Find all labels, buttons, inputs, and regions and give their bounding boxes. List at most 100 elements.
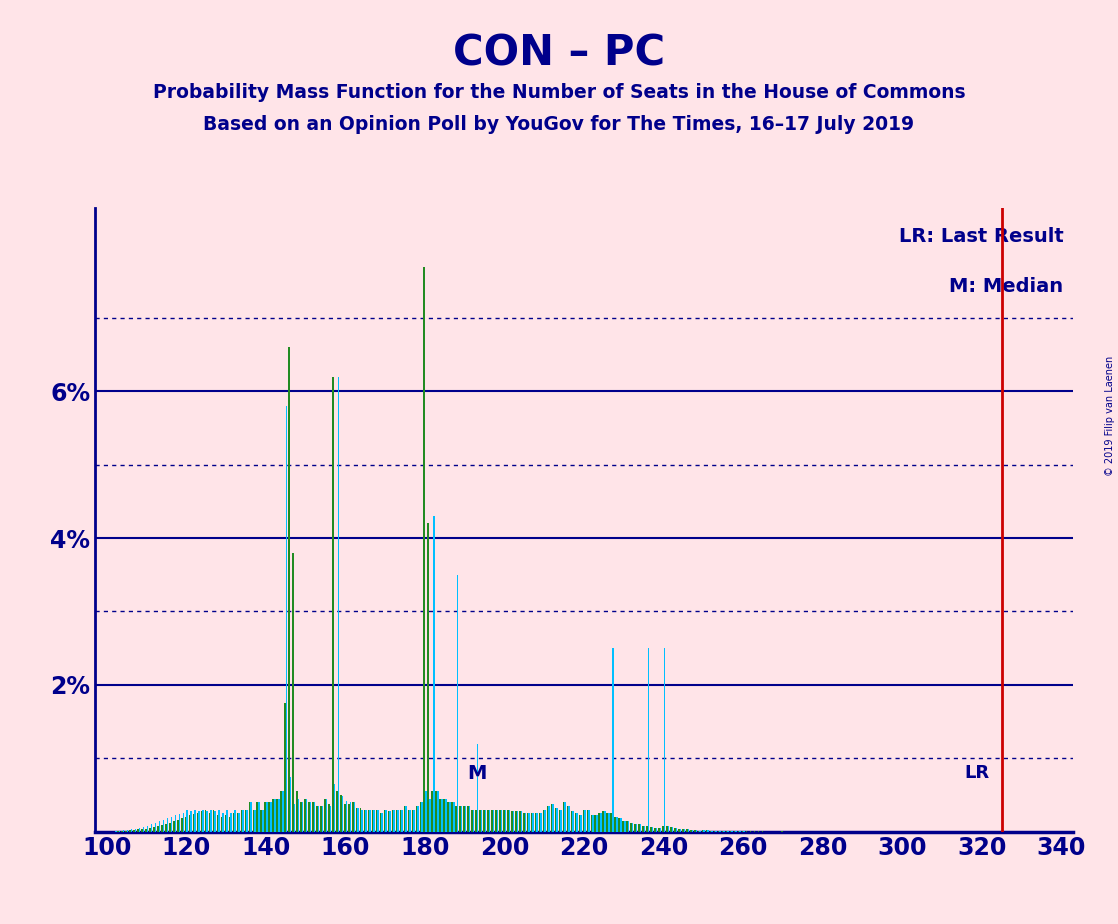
Bar: [534, 813, 537, 832]
Bar: [639, 824, 642, 832]
Bar: [189, 816, 190, 832]
Bar: [447, 802, 449, 832]
Bar: [628, 821, 629, 832]
Bar: [690, 830, 692, 832]
Bar: [141, 830, 143, 832]
Bar: [680, 829, 681, 832]
Bar: [467, 806, 468, 832]
Bar: [674, 828, 675, 832]
Bar: [292, 553, 294, 832]
Bar: [210, 809, 212, 832]
Bar: [439, 798, 440, 832]
Bar: [495, 809, 496, 832]
Bar: [391, 809, 394, 832]
Bar: [416, 806, 417, 832]
Bar: [615, 817, 616, 832]
Bar: [603, 811, 604, 832]
Text: LR: Last Result: LR: Last Result: [899, 226, 1063, 246]
Bar: [405, 806, 407, 832]
Bar: [672, 827, 673, 832]
Bar: [399, 809, 401, 832]
Bar: [240, 809, 243, 832]
Bar: [338, 377, 339, 832]
Bar: [212, 809, 215, 832]
Bar: [250, 802, 252, 832]
Bar: [555, 808, 557, 832]
Bar: [678, 829, 680, 832]
Bar: [181, 819, 182, 832]
Bar: [572, 811, 574, 832]
Bar: [352, 802, 353, 832]
Bar: [320, 806, 322, 832]
Bar: [452, 802, 453, 832]
Bar: [506, 809, 509, 832]
Bar: [623, 821, 624, 832]
Bar: [197, 812, 198, 832]
Bar: [432, 791, 433, 832]
Bar: [580, 816, 581, 832]
Bar: [600, 813, 601, 832]
Bar: [353, 802, 356, 832]
Bar: [503, 809, 504, 832]
Bar: [165, 824, 167, 832]
Bar: [695, 830, 698, 832]
Bar: [476, 744, 479, 832]
Bar: [529, 813, 530, 832]
Bar: [394, 809, 395, 832]
Bar: [324, 798, 325, 832]
Bar: [145, 829, 146, 832]
Bar: [266, 802, 267, 832]
Bar: [284, 703, 286, 832]
Bar: [154, 822, 157, 832]
Bar: [519, 811, 521, 832]
Bar: [201, 811, 202, 832]
Bar: [688, 830, 689, 832]
Bar: [169, 822, 171, 832]
Bar: [294, 804, 295, 832]
Bar: [421, 802, 423, 832]
Bar: [548, 806, 550, 832]
Bar: [159, 821, 160, 832]
Bar: [309, 802, 310, 832]
Bar: [659, 828, 660, 832]
Bar: [333, 784, 335, 832]
Bar: [598, 813, 600, 832]
Bar: [356, 808, 358, 832]
Bar: [703, 830, 705, 832]
Bar: [218, 809, 220, 832]
Bar: [610, 813, 612, 832]
Bar: [480, 809, 481, 832]
Bar: [209, 813, 210, 832]
Bar: [396, 809, 397, 832]
Bar: [230, 813, 231, 832]
Bar: [708, 830, 709, 832]
Bar: [667, 826, 670, 832]
Bar: [281, 791, 282, 832]
Bar: [146, 826, 149, 832]
Bar: [511, 811, 512, 832]
Bar: [386, 809, 387, 832]
Bar: [207, 811, 208, 832]
Bar: [360, 808, 361, 832]
Bar: [130, 830, 131, 832]
Bar: [636, 824, 637, 832]
Bar: [644, 826, 645, 832]
Bar: [427, 523, 429, 832]
Bar: [123, 830, 124, 832]
Bar: [383, 809, 386, 832]
Bar: [314, 802, 315, 832]
Bar: [226, 809, 228, 832]
Bar: [248, 802, 250, 832]
Bar: [593, 816, 594, 832]
Bar: [587, 809, 588, 832]
Bar: [582, 809, 585, 832]
Bar: [662, 826, 664, 832]
Bar: [417, 806, 419, 832]
Bar: [487, 809, 489, 832]
Bar: [262, 809, 264, 832]
Bar: [401, 809, 402, 832]
Bar: [342, 796, 343, 832]
Bar: [265, 802, 266, 832]
Bar: [537, 813, 538, 832]
Bar: [258, 802, 259, 832]
